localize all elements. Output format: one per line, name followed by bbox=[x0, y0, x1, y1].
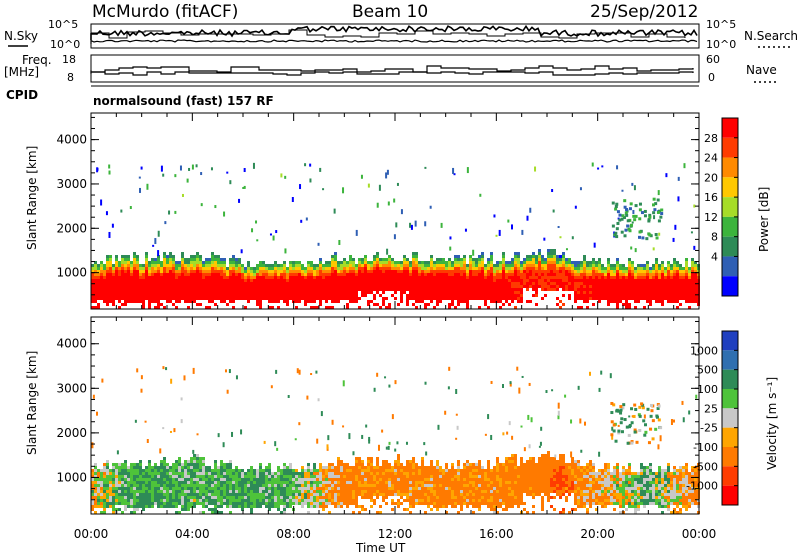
beam-title: Beam 10 bbox=[352, 2, 428, 22]
colorbar-tick-label: 16 bbox=[704, 191, 718, 204]
velocity-ylabel: Slant Range [km] bbox=[25, 351, 39, 455]
x-tick-label: 16:00 bbox=[479, 527, 514, 541]
power-ylabel: Slant Range [km] bbox=[25, 146, 39, 250]
x-tick-label: 00:00 bbox=[682, 527, 717, 541]
noise-left-tick-bottom: 10^0 bbox=[50, 38, 80, 51]
freq-label-1: Freq. bbox=[22, 53, 52, 67]
noise-right-label: N.Search bbox=[744, 29, 798, 43]
x-tick-label: 20:00 bbox=[580, 527, 615, 541]
colorbar-tick-label: 8 bbox=[711, 231, 718, 244]
noise-right-tick-bottom: 10^0 bbox=[706, 38, 736, 51]
time-axis-label: Time UT bbox=[355, 541, 406, 554]
x-tick-label: 08:00 bbox=[276, 527, 311, 541]
noise-left-tick-top: 10^5 bbox=[48, 18, 78, 31]
y-tick-label: 4000 bbox=[56, 133, 87, 147]
freq-label-2: [MHz] bbox=[4, 65, 39, 79]
colorbar-tick-label: 24 bbox=[704, 152, 718, 165]
colorbar-tick-label: 12 bbox=[704, 211, 718, 224]
x-tick-label: 00:00 bbox=[74, 527, 109, 541]
velocity-panel: 4000 3000 2000 1000 Slant Range [km] 1000 50… bbox=[25, 316, 779, 515]
station-title: McMurdo (fitACF) bbox=[92, 2, 238, 22]
x-tick-label: 12:00 bbox=[378, 527, 413, 541]
colorbar-tick-label: 500 bbox=[697, 364, 718, 377]
nave-tick-top: 60 bbox=[706, 53, 720, 66]
power-colorbar-label: Power [dB] bbox=[757, 187, 771, 252]
colorbar-tick-label: 25 bbox=[704, 402, 718, 415]
y-tick-label: 2000 bbox=[56, 221, 87, 235]
nave-label: Nave bbox=[746, 63, 777, 77]
noise-left-label: N.Sky bbox=[4, 29, 38, 43]
colorbar-tick-label: 4 bbox=[711, 250, 718, 263]
cpid-text: normalsound (fast) 157 RF bbox=[93, 94, 274, 108]
y-tick-label: 4000 bbox=[56, 337, 87, 351]
velocity-colorbar-label: Velocity [m s⁻¹] bbox=[765, 377, 779, 470]
colorbar-tick-label: -100 bbox=[693, 441, 718, 454]
cpid-strip: CPID normalsound (fast) 157 RF bbox=[6, 85, 699, 108]
colorbar-tick-label: 100 bbox=[697, 383, 718, 396]
colorbar-tick-label: -1000 bbox=[686, 480, 718, 493]
time-axis: 00:00 04:00 08:00 12:00 16:00 20:00 00:00 bbox=[74, 527, 717, 541]
cpid-label: CPID bbox=[6, 88, 38, 102]
frequency-strip: Freq. [MHz] 18 8 60 0 Nave bbox=[4, 53, 777, 84]
colorbar-tick-label: 20 bbox=[704, 171, 718, 184]
noise-right-tick-top: 10^5 bbox=[706, 18, 736, 31]
colorbar-tick-label: -500 bbox=[693, 460, 718, 473]
freq-tick-top: 18 bbox=[62, 53, 76, 66]
y-tick-label: 1000 bbox=[56, 266, 87, 280]
y-tick-label: 1000 bbox=[56, 470, 87, 484]
colorbar-tick-label: 1000 bbox=[690, 344, 718, 357]
y-tick-label: 3000 bbox=[56, 177, 87, 191]
freq-tick-bottom: 8 bbox=[67, 71, 74, 84]
y-tick-label: 3000 bbox=[56, 381, 87, 395]
nave-tick-bottom: 0 bbox=[708, 71, 715, 84]
date-title: 25/Sep/2012 bbox=[590, 2, 698, 22]
colorbar-tick-label: 28 bbox=[704, 132, 718, 145]
noise-strip: N.Sky N.Search 10^5 10^0 10^5 10^0 bbox=[4, 18, 798, 51]
power-panel: 4000 3000 2000 1000 Slant Range [km] 28 24 20… bbox=[25, 112, 771, 310]
y-tick-label: 2000 bbox=[56, 426, 87, 440]
colorbar-tick-label: -25 bbox=[700, 422, 718, 435]
x-tick-label: 04:00 bbox=[175, 527, 210, 541]
